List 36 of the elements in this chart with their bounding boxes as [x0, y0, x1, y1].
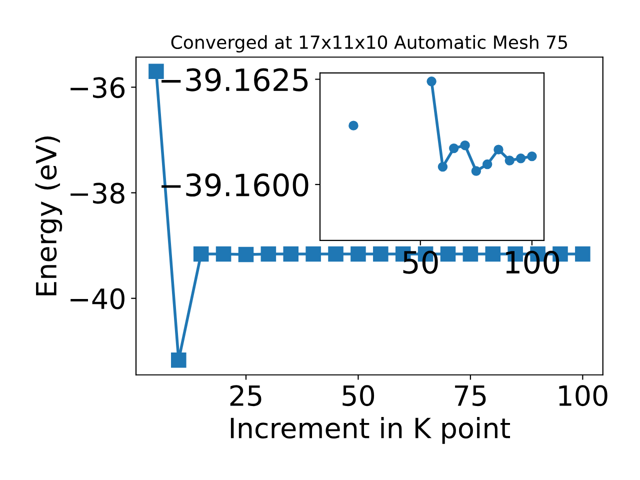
point — [193, 246, 209, 262]
point — [504, 156, 515, 166]
point — [306, 246, 321, 262]
point — [216, 246, 232, 262]
point — [449, 143, 459, 154]
point — [438, 162, 448, 172]
point — [516, 154, 526, 164]
point — [460, 140, 470, 150]
point — [485, 246, 501, 262]
point — [482, 159, 492, 170]
y-tick-label: −38 — [70, 182, 124, 204]
point — [260, 246, 276, 262]
point — [527, 151, 537, 162]
chart-title: Converged at 17x11x10 Automatic Mesh 75 — [171, 35, 567, 53]
x-tick-label: 100 — [559, 385, 608, 406]
x-tick-label: 50 — [342, 385, 374, 406]
point — [575, 246, 590, 262]
point — [171, 352, 186, 368]
point — [238, 246, 254, 262]
point — [426, 76, 436, 86]
point — [283, 246, 299, 262]
point — [328, 246, 344, 262]
x-axis-title: Increment in K point — [230, 417, 510, 444]
y-tick-label: −36 — [70, 77, 125, 98]
point — [440, 246, 456, 262]
point — [348, 120, 358, 130]
y-tick-label: −39.1625 — [162, 68, 308, 92]
y-axis-title: Energy (eV) — [35, 136, 62, 296]
x-tick-label: 25 — [230, 385, 262, 406]
y-tick-label: −40 — [70, 288, 124, 310]
point — [494, 144, 504, 154]
x-tick-label: 75 — [455, 385, 486, 406]
point — [350, 246, 366, 262]
point — [471, 166, 482, 176]
point — [462, 246, 478, 262]
point — [373, 246, 388, 262]
